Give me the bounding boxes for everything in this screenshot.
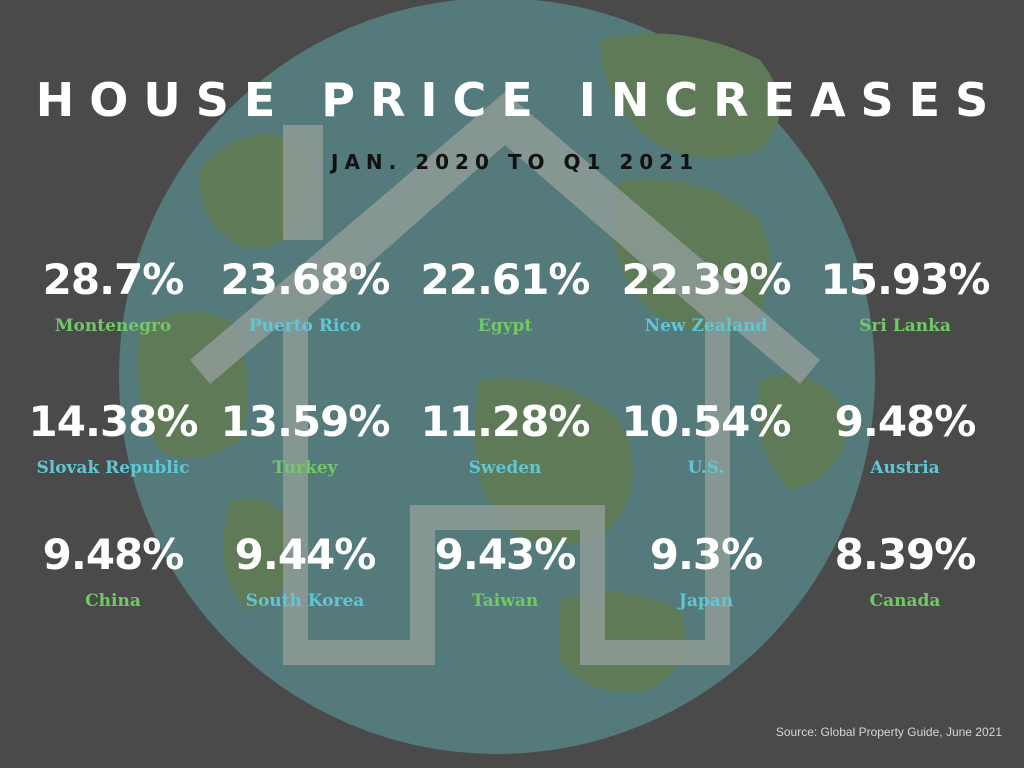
- stat-item: 9.48% Austria: [805, 397, 1005, 479]
- stat-country: Canada: [869, 591, 941, 611]
- stat-value: 23.68%: [220, 255, 391, 304]
- stat-item: 15.93% Sri Lanka: [805, 255, 1005, 337]
- stat-item: 28.7% Montenegro: [13, 255, 213, 337]
- stat-country: Turkey: [272, 458, 338, 478]
- stat-item: 9.48% China: [13, 530, 213, 612]
- stat-value: 22.61%: [420, 255, 591, 304]
- stat-item: 9.43% Taiwan: [405, 530, 605, 612]
- stat-value: 22.39%: [621, 255, 792, 304]
- stat-item: 22.39% New Zealand: [606, 255, 806, 337]
- stat-item: 8.39% Canada: [805, 530, 1005, 612]
- stat-value: 9.3%: [649, 530, 763, 579]
- stat-country: China: [85, 591, 141, 611]
- source-note: Source: Global Property Guide, June 2021: [775, 725, 1002, 739]
- stat-country: Sweden: [468, 458, 542, 478]
- stat-value: 10.54%: [621, 397, 792, 446]
- stat-value: 14.38%: [28, 397, 199, 446]
- page-subtitle: JAN. 2020 TO Q1 2021: [331, 150, 699, 174]
- stat-country: Puerto Rico: [248, 316, 362, 336]
- stat-value: 9.48%: [42, 530, 185, 579]
- stat-value: 9.43%: [434, 530, 577, 579]
- stat-item: 14.38% Slovak Republic: [13, 397, 213, 479]
- stat-country: Taiwan: [471, 591, 539, 611]
- stat-item: 22.61% Egypt: [405, 255, 605, 337]
- stat-value: 9.48%: [834, 397, 977, 446]
- stat-country: South Korea: [245, 591, 365, 611]
- stat-country: Sri Lanka: [859, 316, 951, 336]
- stat-value: 15.93%: [820, 255, 991, 304]
- stat-value: 11.28%: [420, 397, 591, 446]
- stat-value: 28.7%: [42, 255, 185, 304]
- stat-item: 11.28% Sweden: [405, 397, 605, 479]
- stat-country: Montenegro: [54, 316, 172, 336]
- stat-country: Austria: [870, 458, 940, 478]
- stat-item: 13.59% Turkey: [205, 397, 405, 479]
- stat-country: Slovak Republic: [36, 458, 190, 478]
- stat-country: New Zealand: [644, 316, 768, 336]
- stat-item: 23.68% Puerto Rico: [205, 255, 405, 337]
- stat-value: 8.39%: [834, 530, 977, 579]
- stat-country: Japan: [678, 591, 734, 611]
- stat-item: 10.54% U.S.: [606, 397, 806, 479]
- stat-value: 13.59%: [220, 397, 391, 446]
- stat-item: 9.3% Japan: [606, 530, 806, 612]
- house-icon: [190, 92, 820, 665]
- stat-item: 9.44% South Korea: [205, 530, 405, 612]
- stat-country: Egypt: [477, 316, 533, 336]
- page-title: HOUSE PRICE INCREASES: [35, 73, 1004, 127]
- stat-country: U.S.: [687, 458, 725, 478]
- stat-value: 9.44%: [234, 530, 377, 579]
